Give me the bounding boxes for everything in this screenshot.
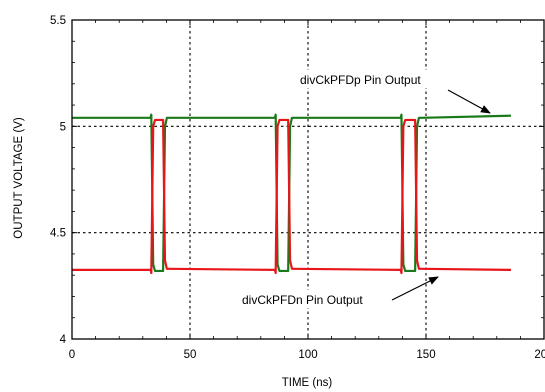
x-tick-label: 0 xyxy=(69,349,75,361)
annotation-p-background xyxy=(296,70,454,88)
x-axis-label: TIME (ns) xyxy=(282,377,333,389)
series-line-divckpfdp xyxy=(72,113,511,273)
annotation-p-arrow xyxy=(447,89,491,114)
series-line-divckpfdn xyxy=(72,118,511,275)
annotation-n-label: divCkPFDn Pin Output xyxy=(242,293,363,307)
y-tick-label: 4.5 xyxy=(50,228,66,240)
x-tick-label: 150 xyxy=(416,349,435,361)
annotation-n-background xyxy=(238,290,396,308)
y-axis-label: OUTPUT VOLTAGE (V) xyxy=(13,117,25,239)
y-tick-label: 5 xyxy=(60,121,66,133)
annotation-n-arrow xyxy=(391,276,439,301)
annotation-p-label: divCkPFDp Pin Output xyxy=(300,73,421,87)
y-tick-label: 4 xyxy=(60,334,67,346)
x-tick-label: 200 xyxy=(534,349,545,361)
x-axis-tick-labels: 0 50 100 150 200 xyxy=(69,349,545,361)
y-axis-tick-labels: 4 4.5 5 5.5 xyxy=(50,15,67,346)
x-tick-label: 100 xyxy=(298,349,317,361)
y-tick-label: 5.5 xyxy=(50,15,66,27)
x-tick-label: 50 xyxy=(184,349,197,361)
axis-ticks xyxy=(71,19,545,340)
annotations: divCkPFDp Pin Output divCkPFDn Pin Outpu… xyxy=(238,70,491,308)
series-layer xyxy=(72,113,511,275)
